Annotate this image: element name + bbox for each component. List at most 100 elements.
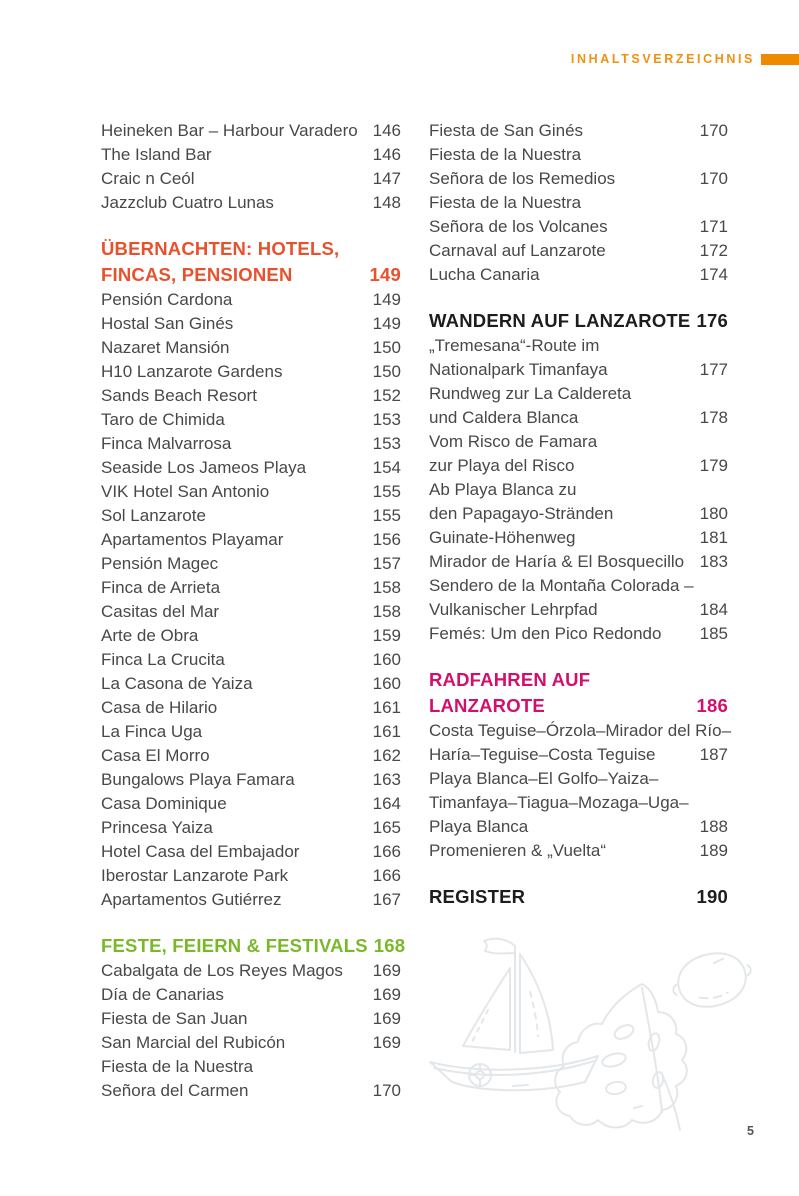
toc-section-heading-label: FESTE, FEIERN & FESTIVALS — [101, 935, 368, 956]
toc-entry-label: Cabalgata de Los Reyes Magos — [101, 961, 343, 980]
toc-entry: Costa Teguise–Órzola–Mirador del Río– — [429, 719, 731, 743]
toc-section-heading: ÜBERNACHTEN: HOTELS, — [101, 236, 401, 262]
toc-entry: La Casona de Yaiza 160 — [101, 672, 401, 696]
toc-section-heading-page: 149 — [369, 264, 401, 285]
toc-section-heading: REGISTER 190 — [429, 884, 728, 910]
toc-section: FESTE, FEIERN & FESTIVALS 168 Cabalgata de… — [101, 933, 405, 1103]
toc-section: ÜBERNACHTEN: HOTELS, FINCAS, PENSIONEN 149… — [101, 236, 401, 912]
toc-entry-page: 149 — [372, 314, 401, 333]
toc-entry: Fiesta de la Nuestra — [429, 191, 728, 215]
toc-entry: Finca de Arrieta 158 — [101, 576, 401, 600]
toc-entry-page: 170 — [372, 1081, 401, 1100]
toc-entry: Día de Canarias 169 — [101, 983, 401, 1007]
toc-entry: Timanfaya–Tiagua–Mozaga–Uga– — [429, 791, 728, 815]
toc-entry: Promenieren & „Vuelta“ 189 — [429, 839, 728, 863]
toc-entry-label: Fiesta de la Nuestra — [429, 145, 582, 164]
toc-entry-label: Pensión Cardona — [101, 290, 233, 309]
toc-entry: Nationalpark Timanfaya 177 — [429, 358, 728, 382]
toc-entry-page: 153 — [372, 410, 401, 429]
header-title: INHALTSVERZEICHNIS — [570, 52, 755, 66]
toc-entry-label: Fiesta de la Nuestra — [101, 1057, 254, 1076]
toc-section: WANDERN AUF LANZAROTE 176 „Tremesana“-Rout… — [429, 308, 728, 646]
toc-entry-label: Nationalpark Timanfaya — [429, 360, 608, 379]
toc-entry-page: 180 — [699, 504, 728, 523]
toc-entry: Casa Dominique 164 — [101, 792, 401, 816]
toc-entry-page: 169 — [372, 961, 401, 980]
toc-entry-label: Casa de Hilario — [101, 698, 218, 717]
toc-entry: Pensión Cardona 149 — [101, 288, 401, 312]
toc-entry: H10 Lanzarote Gardens 150 — [101, 360, 401, 384]
toc-entry-page: 166 — [372, 842, 401, 861]
toc-entry: Femés: Um den Pico Redondo 185 — [429, 622, 728, 646]
toc-section-heading: WANDERN AUF LANZAROTE 176 — [429, 308, 728, 334]
toc-entry-label: Fiesta de San Juan — [101, 1009, 248, 1028]
toc-entry-label: Ab Playa Blanca zu — [429, 480, 577, 499]
toc-entry-label: Señora del Carmen — [101, 1081, 249, 1100]
toc-section-heading: RADFAHREN AUF — [429, 667, 728, 693]
toc-entry: „Tremesana“-Route im — [429, 334, 728, 358]
toc-entry: Carnaval auf Lanzarote 172 — [429, 239, 728, 263]
toc-entry-label: Bungalows Playa Famara — [101, 770, 295, 789]
toc-entry-label: Iberostar Lanzarote Park — [101, 866, 289, 885]
toc-entry-page: 150 — [372, 338, 401, 357]
toc-entry-page: 170 — [699, 121, 728, 140]
monstera-leaf-illustration — [554, 983, 688, 1131]
toc-section-heading: FINCAS, PENSIONEN 149 — [101, 262, 401, 288]
toc-entry: Seaside Los Jameos Playa 154 — [101, 456, 401, 480]
toc-section-heading-label: WANDERN AUF LANZAROTE — [429, 310, 691, 331]
toc-entry-page: 150 — [372, 362, 401, 381]
toc-entry-label: Finca La Crucita — [101, 650, 225, 669]
toc-section-heading-page: 190 — [696, 886, 728, 907]
toc-entry-label: und Caldera Blanca — [429, 408, 579, 427]
toc-entry-page: 187 — [699, 745, 728, 764]
toc-entry-page: 146 — [372, 145, 401, 164]
toc-section-heading-label: ÜBERNACHTEN: HOTELS, — [101, 238, 340, 259]
toc-entry-label: Carnaval auf Lanzarote — [429, 241, 606, 260]
toc-entry-page: 165 — [372, 818, 401, 837]
toc-section-heading-label: LANZAROTE — [429, 695, 545, 716]
toc-entry: Sands Beach Resort 152 — [101, 384, 401, 408]
toc-entry: Ab Playa Blanca zu — [429, 478, 728, 502]
toc-section-heading: LANZAROTE 186 — [429, 693, 728, 719]
toc-entry-page: 158 — [372, 578, 401, 597]
toc-entry: Fiesta de la Nuestra — [101, 1055, 401, 1079]
toc-entry: Fiesta de San Ginés 170 — [429, 119, 728, 143]
toc-entry-page: 188 — [699, 817, 728, 836]
toc-entry: Nazaret Mansión 150 — [101, 336, 401, 360]
toc-section-heading-label: REGISTER — [429, 886, 526, 907]
toc-entry-label: Fiesta de San Ginés — [429, 121, 584, 140]
toc-entry-label: Playa Blanca–El Golfo–Yaiza– — [429, 769, 659, 788]
toc-entry-page: 169 — [372, 985, 401, 1004]
toc-entry: zur Playa del Risco 179 — [429, 454, 728, 478]
toc-entry-page: 184 — [699, 600, 728, 619]
toc-entry-label: La Finca Uga — [101, 722, 203, 741]
toc-entry: Fiesta de San Juan 169 — [101, 1007, 401, 1031]
page-number: 5 — [747, 1124, 754, 1138]
toc-entry-label: Hostal San Ginés — [101, 314, 234, 333]
sailboat-illustration — [429, 937, 599, 1092]
toc-entry-page: 179 — [699, 456, 728, 475]
toc-entry-page: 166 — [372, 866, 401, 885]
toc-section: REGISTER 190 — [429, 884, 728, 910]
toc-section: RADFAHREN AUF LANZAROTE 186 Costa Teguise–Ó… — [429, 667, 731, 863]
toc-entry-label: Jazzclub Cuatro Lunas — [101, 193, 274, 212]
toc-entry: den Papagayo-Stränden 180 — [429, 502, 728, 526]
toc-entry-label: Rundweg zur La Caldereta — [429, 384, 632, 403]
toc-entry-label: San Marcial del Rubicón — [101, 1033, 286, 1052]
toc-entry-page: 155 — [372, 506, 401, 525]
toc-entry-label: zur Playa del Risco — [429, 456, 575, 475]
toc-section-heading: FESTE, FEIERN & FESTIVALS 168 — [101, 933, 405, 959]
toc-entry: Iberostar Lanzarote Park 166 — [101, 864, 401, 888]
toc-entry-label: Pensión Magec — [101, 554, 219, 573]
lemon-illustration — [672, 952, 752, 1008]
toc-entry-page: 156 — [372, 530, 401, 549]
toc-entry: Lucha Canaria 174 — [429, 263, 728, 287]
toc-entry-label: Haría–Teguise–Costa Teguise — [429, 745, 656, 764]
toc-entry: Casa El Morro 162 — [101, 744, 401, 768]
toc-section-heading-label: FINCAS, PENSIONEN — [101, 264, 293, 285]
toc-entry-page: 163 — [372, 770, 401, 789]
toc-entry: Cabalgata de Los Reyes Magos 169 — [101, 959, 401, 983]
toc-entry-label: Timanfaya–Tiagua–Mozaga–Uga– — [429, 793, 689, 812]
page-header: INHALTSVERZEICHNIS — [571, 52, 799, 66]
toc-entry: Jazzclub Cuatro Lunas 148 — [101, 191, 401, 215]
